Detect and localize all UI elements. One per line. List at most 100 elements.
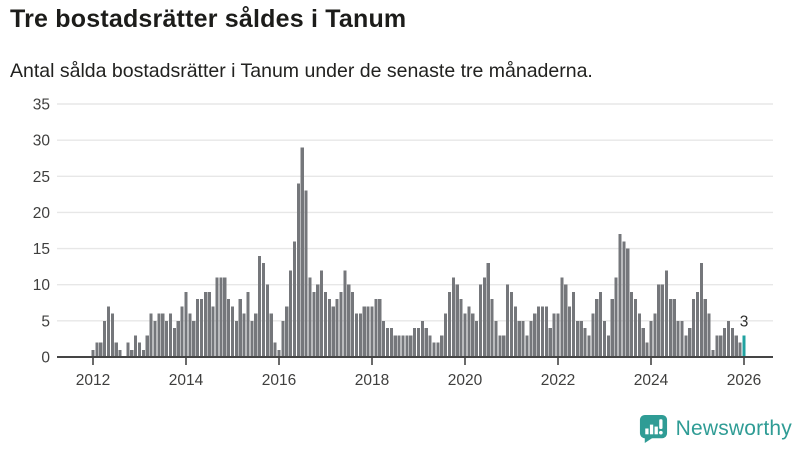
bar: [385, 328, 390, 357]
bar: [719, 335, 723, 357]
bar: [242, 313, 246, 357]
bar: [676, 320, 680, 357]
bar: [575, 320, 579, 357]
bar: [502, 335, 506, 357]
bar: [207, 291, 211, 357]
bar: [137, 342, 142, 357]
bar: [354, 313, 359, 357]
bar: [413, 328, 417, 357]
bar: [320, 270, 324, 357]
bar: [265, 284, 269, 357]
bar: [409, 335, 413, 357]
bar: [583, 328, 587, 357]
bar: [595, 299, 599, 357]
bar: [196, 299, 200, 357]
bar: [723, 328, 727, 357]
y-axis-tick-label: 5: [41, 313, 50, 330]
bar: [653, 313, 657, 357]
bar: [471, 313, 475, 357]
y-axis-tick-label: 10: [33, 277, 51, 294]
x-axis-tick-label: 2020: [448, 372, 483, 389]
bar: [730, 328, 734, 357]
bar: [494, 320, 498, 357]
bar: [599, 291, 603, 357]
newsworthy-logo[interactable]: Newsworthy: [638, 413, 792, 444]
bar: [378, 299, 382, 357]
x-axis-tick-label: 2022: [541, 372, 575, 389]
bar: [223, 277, 227, 357]
bar: [552, 313, 556, 357]
bar: [362, 306, 366, 357]
bar: [680, 320, 684, 357]
bar: [358, 313, 362, 357]
bar: [734, 335, 738, 357]
bar: [184, 291, 188, 357]
highlight-bar: [742, 335, 746, 357]
bar: [703, 299, 707, 357]
bar: [95, 342, 99, 357]
bar: [254, 313, 258, 357]
bar: [215, 277, 219, 357]
bar: [579, 320, 583, 357]
bar: [99, 342, 103, 357]
bar: [246, 291, 250, 357]
bar: [261, 263, 266, 357]
bar: [506, 284, 510, 357]
y-axis-tick-label: 15: [33, 241, 50, 258]
bar: [230, 306, 235, 357]
bar: [335, 299, 339, 357]
bar: [622, 241, 626, 357]
bar: [258, 255, 262, 357]
bar: [672, 299, 676, 357]
bar: [618, 234, 622, 357]
bar: [587, 335, 591, 357]
bar: [509, 291, 514, 357]
bar: [633, 299, 638, 357]
bar: [513, 306, 517, 357]
value-label: 3: [740, 313, 749, 330]
bar: [738, 342, 742, 357]
bar: [397, 335, 401, 357]
bar: [103, 320, 107, 357]
bar: [564, 284, 568, 357]
bar: [269, 313, 273, 357]
bar: [145, 335, 149, 357]
bar: [176, 320, 180, 357]
bar: [521, 320, 525, 357]
bar: [114, 342, 118, 357]
bar: [106, 306, 111, 357]
bar: [289, 270, 293, 357]
bar: [273, 342, 277, 357]
bar: [556, 313, 560, 357]
bar: [416, 328, 421, 357]
y-axis-tick-label: 30: [33, 133, 51, 150]
bar: [447, 291, 452, 357]
bar: [323, 291, 328, 357]
bar: [126, 342, 130, 357]
bar: [451, 277, 455, 357]
bar: [692, 299, 696, 357]
y-axis-tick-label: 20: [33, 205, 51, 222]
bar: [366, 306, 370, 357]
bar: [661, 284, 665, 357]
bar: [203, 291, 207, 357]
bar: [455, 284, 459, 357]
bar: [281, 320, 285, 357]
bar: [560, 277, 564, 357]
newsworthy-logo-icon: [639, 414, 667, 444]
bar: [382, 320, 386, 357]
x-axis-tick-label: 2026: [727, 372, 761, 389]
bar: [308, 277, 312, 357]
bar: [475, 320, 479, 357]
bar: [424, 328, 428, 357]
bar: [285, 306, 289, 357]
bar: [440, 335, 444, 357]
bar: [312, 291, 316, 357]
bar: [537, 306, 541, 357]
bar: [192, 320, 196, 357]
y-axis-tick-label: 0: [41, 350, 50, 367]
x-axis-tick-label: 2014: [169, 372, 204, 389]
bar: [351, 291, 355, 357]
bar: [172, 328, 176, 357]
